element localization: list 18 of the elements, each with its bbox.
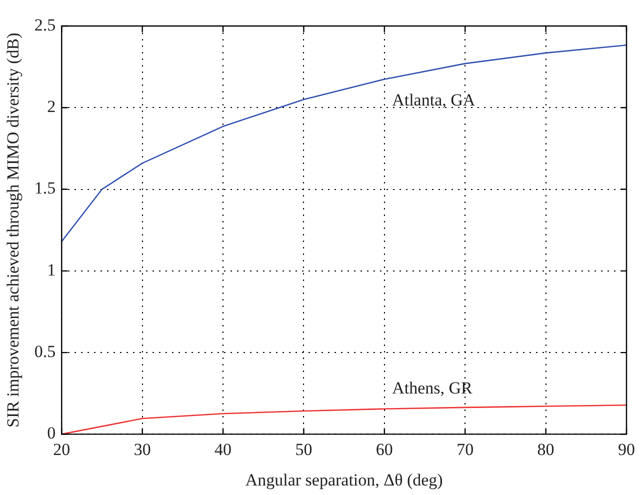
- x-tick-label: 50: [295, 440, 312, 459]
- x-tick-label: 90: [618, 440, 635, 459]
- y-tick-label: 0: [47, 424, 56, 443]
- y-tick-label: 0.5: [34, 342, 56, 362]
- y-axis-title: SIR improvement achieved through MIMO diversity (dB): [4, 32, 23, 428]
- x-tick-label: 70: [456, 440, 474, 459]
- x-tick-label: 40: [214, 440, 232, 459]
- x-tick-label: 20: [53, 440, 70, 459]
- y-tick-label: 1.5: [34, 178, 56, 198]
- series-label: Atlanta, GA: [392, 90, 476, 110]
- x-tick-label: 80: [537, 440, 554, 459]
- y-tick-label: 2.5: [34, 15, 56, 34]
- x-tick-label: 30: [134, 440, 151, 459]
- y-tick-label: 2: [47, 97, 56, 116]
- series-label: Athens, GR: [392, 378, 474, 398]
- x-axis-title: Angular separation, Δθ (deg): [245, 470, 443, 490]
- y-tick-label: 1: [47, 260, 56, 280]
- x-tick-label: 60: [376, 440, 393, 459]
